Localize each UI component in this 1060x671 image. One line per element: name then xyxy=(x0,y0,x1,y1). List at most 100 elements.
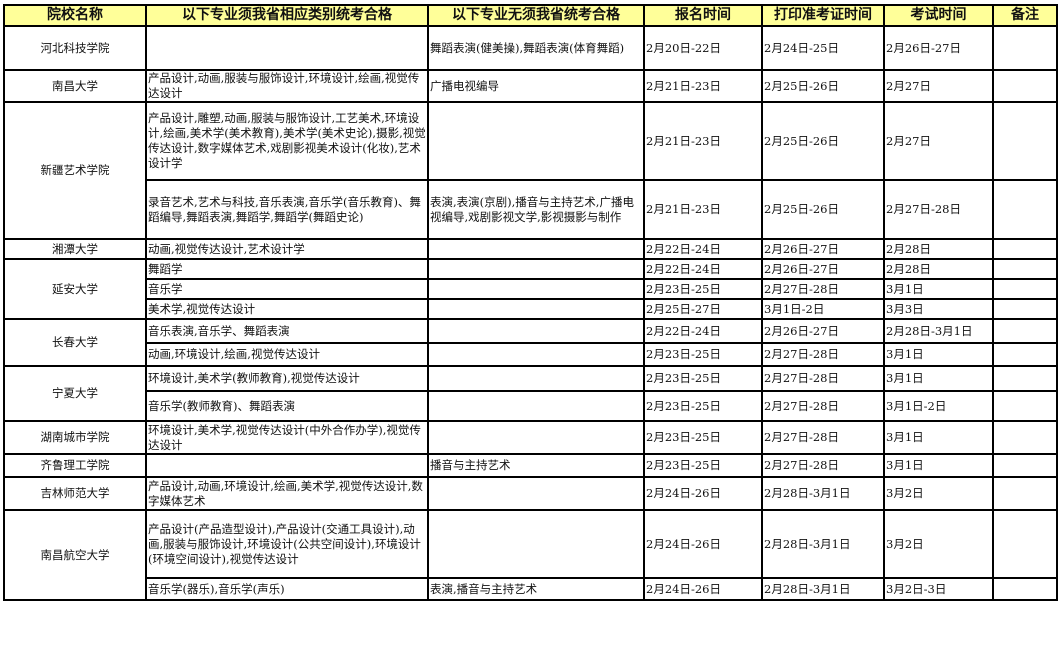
exempt-majors-cell xyxy=(427,318,645,344)
exam-time-cell: 3月1日 xyxy=(883,420,994,455)
school-name-cell: 宁夏大学 xyxy=(3,365,147,422)
registration-time-cell: 2月21日-23日 xyxy=(643,179,763,240)
print-ticket-time-cell: 2月27日-28日 xyxy=(761,453,885,478)
registration-time-cell: 2月23日-25日 xyxy=(643,420,763,455)
school-name-cell: 河北科技学院 xyxy=(3,25,147,71)
remarks-cell xyxy=(992,390,1058,422)
registration-time-cell: 2月23日-25日 xyxy=(643,453,763,478)
required-majors-cell: 动画,视觉传达设计,艺术设计学 xyxy=(145,238,429,260)
table-row: 长春大学 音乐表演,音乐学、舞蹈表演 2月22日-24日 2月26日-27日 2月28日… xyxy=(3,318,1058,367)
remarks-cell xyxy=(992,238,1058,260)
remarks-cell xyxy=(992,509,1058,579)
school-name-cell: 长春大学 xyxy=(3,318,147,367)
table-row: 延安大学 舞蹈学 2月22日-24日 2月26日-27日 2月28日 xyxy=(3,258,1058,320)
remarks-cell xyxy=(992,365,1058,392)
remarks-cell xyxy=(992,453,1058,478)
header-print-ticket-time: 打印准考证时间 xyxy=(761,4,885,27)
registration-time-cell: 2月24日-26日 xyxy=(643,476,763,511)
print-ticket-time-cell: 3月1日-2日 xyxy=(761,298,885,320)
exempt-majors-cell: 表演,播音与主持艺术 xyxy=(427,577,645,601)
exam-time-cell: 3月2日-3日 xyxy=(883,577,994,601)
remarks-cell xyxy=(992,179,1058,240)
exempt-majors-cell xyxy=(427,238,645,260)
required-majors-cell: 产品设计,动画,环境设计,绘画,美术学,视觉传达设计,数字媒体艺术 xyxy=(145,476,429,511)
exam-time-cell: 2月27日-28日 xyxy=(883,179,994,240)
exam-time-cell: 2月26日-27日 xyxy=(883,25,994,71)
required-majors-cell: 环境设计,美术学(教师教育),视觉传达设计 xyxy=(145,365,429,392)
registration-time-cell: 2月23日-25日 xyxy=(643,342,763,367)
remarks-cell xyxy=(992,298,1058,320)
required-majors-cell: 动画,环境设计,绘画,视觉传达设计 xyxy=(145,342,429,367)
exam-time-cell: 3月1日 xyxy=(883,278,994,300)
exempt-majors-cell xyxy=(427,509,645,579)
exempt-majors-cell: 广播电视编导 xyxy=(427,69,645,103)
exempt-majors-cell xyxy=(427,365,645,392)
header-required-majors: 以下专业须我省相应类别统考合格 xyxy=(145,4,429,27)
required-majors-cell: 环境设计,美术学,视觉传达设计(中外合作办学),视觉传达设计 xyxy=(145,420,429,455)
remarks-cell xyxy=(992,101,1058,181)
registration-time-cell: 2月22日-24日 xyxy=(643,258,763,280)
header-row: 院校名称 以下专业须我省相应类别统考合格 以下专业无须我省统考合格 报名时间 打印准考证… xyxy=(3,4,1058,27)
school-name-cell: 齐鲁理工学院 xyxy=(3,453,147,478)
registration-time-cell: 2月21日-23日 xyxy=(643,101,763,181)
admission-schedule-table: 院校名称 以下专业须我省相应类别统考合格 以下专业无须我省统考合格 报名时间 打印准考证… xyxy=(3,4,1058,601)
table-row: 音乐学 2月23日-25日 2月27日-28日 3月1日 xyxy=(4,278,1058,300)
exam-time-cell: 3月2日 xyxy=(883,509,994,579)
registration-time-cell: 2月22日-24日 xyxy=(643,318,763,344)
print-ticket-time-cell: 2月26日-27日 xyxy=(761,258,885,280)
required-majors-cell xyxy=(145,453,429,478)
required-majors-cell: 产品设计(产品造型设计),产品设计(交通工具设计),动画,服装与服饰设计,环境设… xyxy=(145,509,429,579)
print-ticket-time-cell: 2月27日-28日 xyxy=(761,278,885,300)
registration-time-cell: 2月23日-25日 xyxy=(643,365,763,392)
registration-time-cell: 2月24日-26日 xyxy=(643,577,763,601)
exam-time-cell: 2月28日 xyxy=(883,238,994,260)
table-row: 录音艺术,艺术与科技,音乐表演,音乐学(音乐教育)、舞蹈编导,舞蹈表演,舞蹈学,… xyxy=(4,179,1058,240)
print-ticket-time-cell: 2月28日-3月1日 xyxy=(761,476,885,511)
required-majors-cell: 美术学,视觉传达设计 xyxy=(145,298,429,320)
school-name-cell: 延安大学 xyxy=(3,258,147,320)
registration-time-cell: 2月25日-27日 xyxy=(643,298,763,320)
school-name-cell: 湘潭大学 xyxy=(3,238,147,260)
header-exam-time: 考试时间 xyxy=(883,4,994,27)
remarks-cell xyxy=(992,69,1058,103)
exempt-majors-cell xyxy=(427,420,645,455)
print-ticket-time-cell: 2月26日-27日 xyxy=(761,238,885,260)
header-remarks: 备注 xyxy=(992,4,1058,27)
exempt-majors-cell xyxy=(427,390,645,422)
header-registration-time: 报名时间 xyxy=(643,4,763,27)
header-school: 院校名称 xyxy=(3,4,147,27)
remarks-cell xyxy=(992,577,1058,601)
table-row: 美术学,视觉传达设计 2月25日-27日 3月1日-2日 3月3日 xyxy=(4,298,1058,320)
exam-time-cell: 2月28日-3月1日 xyxy=(883,318,994,344)
remarks-cell xyxy=(992,258,1058,280)
exempt-majors-cell xyxy=(427,258,645,280)
table-row: 湖南城市学院 环境设计,美术学,视觉传达设计(中外合作办学),视觉传达设计 2月23… xyxy=(3,420,1058,455)
registration-time-cell: 2月21日-23日 xyxy=(643,69,763,103)
table-row: 音乐学(教师教育)、舞蹈表演 2月23日-25日 2月27日-28日 3月1日-2日 xyxy=(4,390,1058,422)
print-ticket-time-cell: 2月28日-3月1日 xyxy=(761,509,885,579)
exempt-majors-cell: 表演,表演(京剧),播音与主持艺术,广播电视编导,戏剧影视文学,影视摄影与制作 xyxy=(427,179,645,240)
header-exempt-majors: 以下专业无须我省统考合格 xyxy=(427,4,645,27)
table-row: 音乐学(器乐),音乐学(声乐) 表演,播音与主持艺术 2月24日-26日 2月28日-… xyxy=(4,577,1058,601)
remarks-cell xyxy=(992,342,1058,367)
remarks-cell xyxy=(992,318,1058,344)
table-row: 河北科技学院 舞蹈表演(健美操),舞蹈表演(体育舞蹈) 2月20日-22日 2月24日… xyxy=(3,25,1058,71)
exempt-majors-cell: 播音与主持艺术 xyxy=(427,453,645,478)
print-ticket-time-cell: 2月27日-28日 xyxy=(761,365,885,392)
registration-time-cell: 2月23日-25日 xyxy=(643,390,763,422)
table-row: 吉林师范大学 产品设计,动画,环境设计,绘画,美术学,视觉传达设计,数字媒体艺术 2… xyxy=(3,476,1058,511)
school-name-cell: 湖南城市学院 xyxy=(3,420,147,455)
print-ticket-time-cell: 2月24日-25日 xyxy=(761,25,885,71)
table-row: 齐鲁理工学院 播音与主持艺术 2月23日-25日 2月27日-28日 3月1日 xyxy=(3,453,1058,478)
exam-time-cell: 2月28日 xyxy=(883,258,994,280)
required-majors-cell: 音乐学(器乐),音乐学(声乐) xyxy=(145,577,429,601)
required-majors-cell: 产品设计,动画,服装与服饰设计,环境设计,绘画,视觉传达设计 xyxy=(145,69,429,103)
exam-time-cell: 3月3日 xyxy=(883,298,994,320)
registration-time-cell: 2月23日-25日 xyxy=(643,278,763,300)
required-majors-cell: 音乐学(教师教育)、舞蹈表演 xyxy=(145,390,429,422)
print-ticket-time-cell: 2月25日-26日 xyxy=(761,179,885,240)
exempt-majors-cell xyxy=(427,101,645,181)
table-row: 新疆艺术学院 产品设计,雕塑,动画,服装与服饰设计,工艺美术,环境设计,绘画,美术… xyxy=(3,101,1058,240)
exam-time-cell: 3月1日 xyxy=(883,453,994,478)
exempt-majors-cell xyxy=(427,278,645,300)
